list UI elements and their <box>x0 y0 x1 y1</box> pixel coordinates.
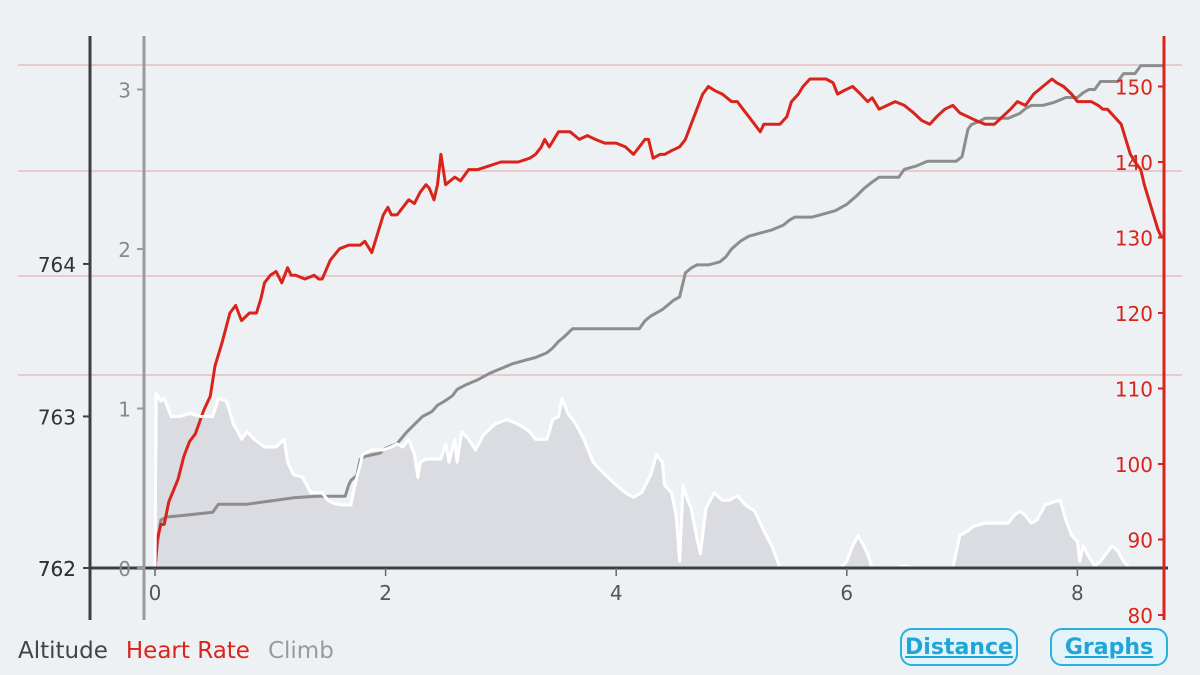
legend-altitude: Altitude <box>18 638 108 664</box>
x-tick-label-4: 4 <box>610 581 623 605</box>
climb-tick-label-1: 1 <box>118 398 131 422</box>
heart-rate-tick-label-130: 130 <box>1115 227 1153 251</box>
altitude-tick-label-1: 762 <box>38 557 76 581</box>
heart-rate-series <box>153 77 1163 570</box>
altitude-tick-label-0: 762 <box>38 557 76 581</box>
x-tick-label-8: 8 <box>1071 581 1084 605</box>
heart-rate-tick-label-110: 110 <box>1115 378 1153 402</box>
graphs-button[interactable]: Graphs <box>1050 628 1168 666</box>
altitude-line <box>153 392 1164 570</box>
heart-rate-tick-label-80: 80 <box>1128 604 1153 628</box>
heart-rate-tick-label-150: 150 <box>1115 76 1153 100</box>
altitude-area <box>155 393 1164 568</box>
climb-tick-label-0: 0 <box>118 557 131 581</box>
legend-climb: Climb <box>267 638 334 664</box>
legend-heart-rate: Heart Rate <box>125 638 250 664</box>
altitude-tick-label-2: 763 <box>38 405 76 429</box>
heart-rate-tick-label-120: 120 <box>1115 302 1153 326</box>
distance-button[interactable]: Distance <box>900 628 1018 666</box>
x-tick-label-2: 2 <box>379 581 392 605</box>
x-tick-label-6: 6 <box>840 581 853 605</box>
chart-legend: Altitude Heart Rate Climb <box>18 638 334 664</box>
heart-rate-line <box>153 77 1163 570</box>
heart-rate-tick-label-90: 90 <box>1128 529 1153 553</box>
chart-axes: 0 2 4 6 876276276376401238090100110120130140… <box>38 36 1168 628</box>
heart-rate-tick-label-140: 140 <box>1115 151 1153 175</box>
grid-lines <box>18 64 1182 376</box>
climb-tick-label-2: 2 <box>118 238 131 262</box>
altitude-fill <box>155 393 1164 568</box>
altitude-series <box>153 392 1164 570</box>
altitude-tick-label-3: 764 <box>38 253 76 277</box>
x-tick-label-0: 0 <box>149 581 162 605</box>
heart-rate-tick-label-100: 100 <box>1115 453 1153 477</box>
climb-tick-label-3: 3 <box>118 79 131 103</box>
